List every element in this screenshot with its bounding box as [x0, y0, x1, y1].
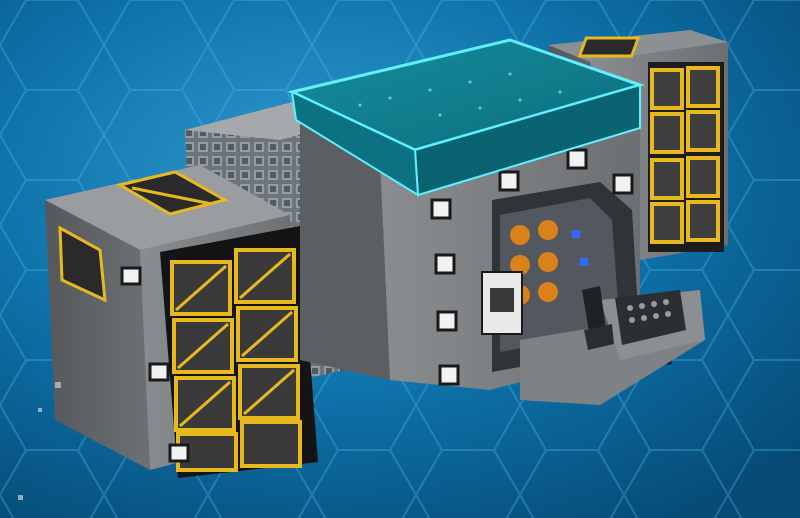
- left-cargo-module[interactable]: [45, 165, 318, 478]
- right-cargo-panels: [648, 62, 724, 252]
- left-cargo-panels: [160, 226, 318, 478]
- roof-panel: [287, 38, 645, 197]
- control-panel: [615, 290, 686, 345]
- left-module-lights: [120, 266, 190, 463]
- cockpit-module[interactable]: [520, 286, 705, 405]
- vent-box: [481, 271, 523, 335]
- debris: [18, 382, 61, 500]
- left-top-hatch: [115, 170, 230, 216]
- pilot-seat[interactable]: [582, 286, 614, 350]
- core-lights: [430, 148, 672, 386]
